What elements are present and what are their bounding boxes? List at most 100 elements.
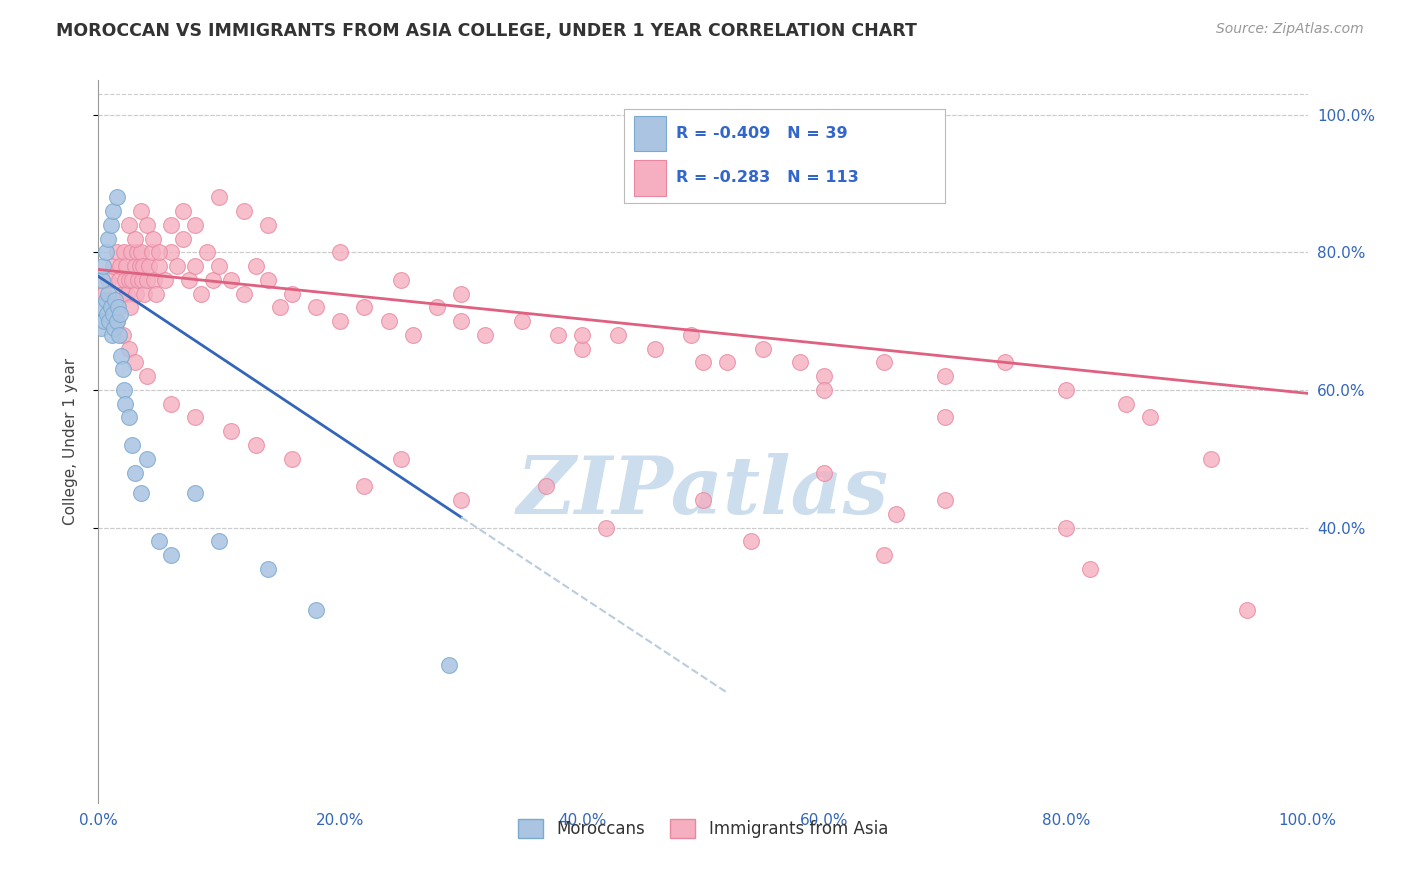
- Point: [221, 424, 243, 438]
- Point: [450, 286, 472, 301]
- Point: [256, 218, 278, 232]
- Point: [111, 327, 134, 342]
- Point: [179, 273, 201, 287]
- Point: [110, 349, 132, 363]
- Point: [426, 301, 449, 315]
- Point: [1199, 451, 1222, 466]
- Point: [184, 218, 207, 232]
- Point: [141, 245, 163, 260]
- Point: [994, 355, 1017, 369]
- Point: [90, 321, 112, 335]
- Point: [873, 548, 896, 562]
- Point: [160, 397, 183, 411]
- Point: [111, 286, 134, 301]
- Point: [94, 245, 117, 260]
- Point: [135, 273, 157, 287]
- Point: [208, 534, 231, 549]
- Point: [97, 273, 120, 287]
- Point: [353, 301, 375, 315]
- Text: ZIPatlas: ZIPatlas: [517, 453, 889, 531]
- Point: [134, 286, 156, 301]
- Point: [91, 259, 114, 273]
- Point: [813, 466, 835, 480]
- Point: [117, 286, 139, 301]
- Point: [450, 493, 472, 508]
- Point: [135, 218, 157, 232]
- Point: [125, 286, 148, 301]
- Point: [305, 301, 328, 315]
- Point: [118, 273, 141, 287]
- Point: [124, 231, 146, 245]
- Point: [195, 245, 218, 260]
- Point: [813, 369, 835, 384]
- Point: [97, 286, 120, 301]
- Point: [716, 355, 738, 369]
- Point: [329, 314, 352, 328]
- Point: [740, 534, 762, 549]
- Point: [103, 321, 125, 335]
- Point: [128, 259, 150, 273]
- Point: [91, 301, 114, 315]
- Point: [886, 507, 908, 521]
- Point: [114, 397, 136, 411]
- Point: [124, 355, 146, 369]
- Point: [118, 342, 141, 356]
- Point: [934, 369, 956, 384]
- Point: [1054, 520, 1077, 534]
- Point: [160, 548, 183, 562]
- Point: [437, 658, 460, 673]
- Point: [105, 314, 128, 328]
- Point: [172, 231, 194, 245]
- Point: [124, 259, 146, 273]
- Point: [127, 245, 149, 260]
- Point: [202, 273, 225, 287]
- Point: [873, 355, 896, 369]
- Point: [450, 314, 472, 328]
- Point: [353, 479, 375, 493]
- Point: [105, 245, 128, 260]
- Text: MOROCCAN VS IMMIGRANTS FROM ASIA COLLEGE, UNDER 1 YEAR CORRELATION CHART: MOROCCAN VS IMMIGRANTS FROM ASIA COLLEGE…: [56, 22, 917, 40]
- Point: [245, 259, 267, 273]
- Point: [571, 342, 593, 356]
- Point: [208, 259, 231, 273]
- Point: [534, 479, 557, 493]
- Point: [127, 273, 149, 287]
- Point: [160, 245, 183, 260]
- Point: [105, 314, 128, 328]
- Point: [184, 410, 207, 425]
- Point: [329, 245, 352, 260]
- Point: [813, 383, 835, 397]
- Point: [232, 286, 254, 301]
- Point: [143, 273, 166, 287]
- Point: [100, 218, 122, 232]
- Point: [118, 301, 141, 315]
- Point: [97, 231, 120, 245]
- Point: [510, 314, 533, 328]
- Point: [138, 259, 160, 273]
- Point: [692, 355, 714, 369]
- Point: [148, 259, 170, 273]
- Point: [644, 342, 666, 356]
- Point: [607, 327, 630, 342]
- Point: [115, 259, 138, 273]
- Point: [305, 603, 328, 617]
- Point: [389, 451, 412, 466]
- Point: [679, 327, 702, 342]
- Point: [98, 314, 121, 328]
- Point: [129, 486, 152, 500]
- Point: [131, 273, 153, 287]
- Point: [221, 273, 243, 287]
- Point: [112, 383, 135, 397]
- Point: [269, 301, 291, 315]
- Point: [145, 286, 167, 301]
- Point: [132, 259, 155, 273]
- Point: [281, 286, 304, 301]
- Point: [692, 493, 714, 508]
- Point: [118, 218, 141, 232]
- Point: [256, 562, 278, 576]
- Point: [153, 273, 176, 287]
- Point: [135, 369, 157, 384]
- Point: [120, 245, 142, 260]
- Point: [934, 410, 956, 425]
- Point: [402, 327, 425, 342]
